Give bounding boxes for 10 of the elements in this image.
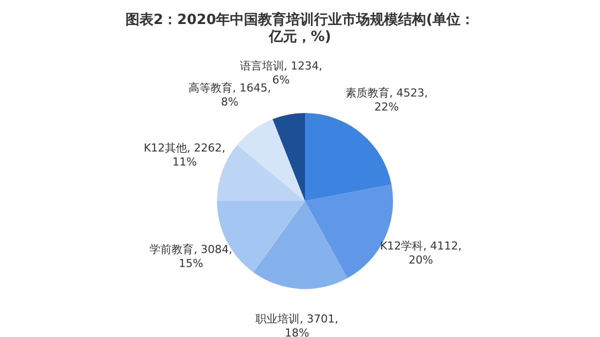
slice-label: 素质教育, 4523, 22% — [345, 86, 428, 114]
slice-label: K12其他, 2262, 11% — [144, 142, 226, 169]
pie-slice — [237, 119, 305, 201]
slice-label: 职业培训, 3701, 18% — [256, 312, 338, 337]
slice-label: K12学科, 4112, 20% — [380, 239, 462, 266]
pie-slice — [272, 113, 305, 201]
chart-title: 图表2：2020年中国教育培训行业市场规模结构(单位：亿元，%) — [124, 10, 476, 46]
pie-slice — [305, 113, 392, 201]
slice-label: 学前教育, 3084, 15% — [150, 243, 232, 270]
pie-slice — [253, 201, 348, 289]
